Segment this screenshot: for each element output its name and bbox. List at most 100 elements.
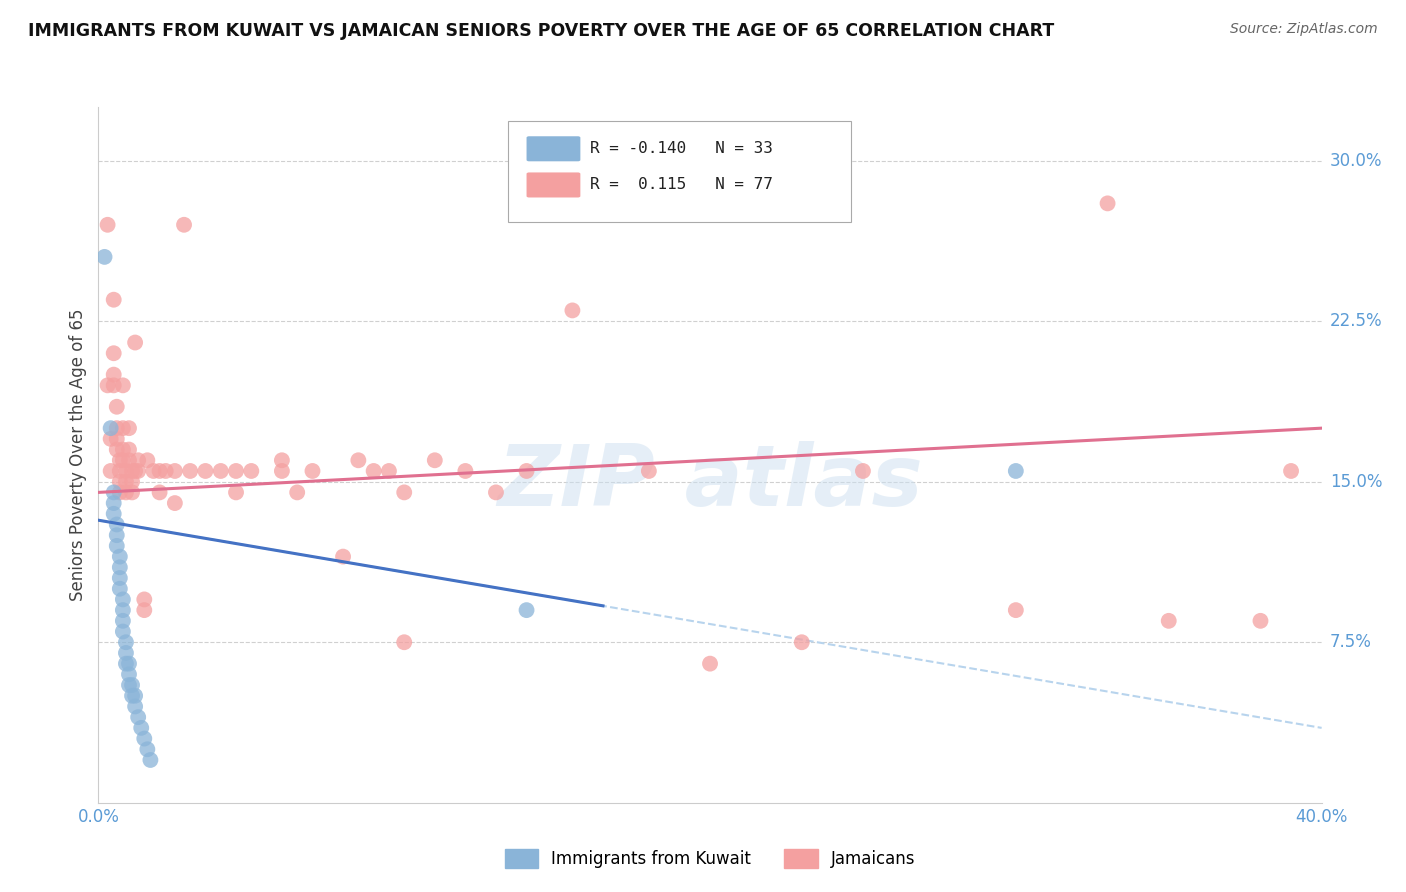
Point <box>363 464 385 478</box>
Point <box>103 496 125 510</box>
Point <box>136 453 159 467</box>
Point <box>105 539 128 553</box>
Point <box>108 464 131 478</box>
Point <box>149 464 172 478</box>
Point <box>118 657 141 671</box>
Point <box>121 485 143 500</box>
Point <box>111 614 134 628</box>
Point <box>155 464 177 478</box>
Point <box>127 464 149 478</box>
Point <box>124 464 146 478</box>
Point <box>392 485 416 500</box>
Point <box>332 549 354 564</box>
Point <box>108 453 131 467</box>
Point <box>173 218 195 232</box>
Point <box>134 603 156 617</box>
Point <box>121 678 143 692</box>
Point <box>121 475 143 489</box>
Point <box>108 485 131 500</box>
Point <box>97 378 120 392</box>
Point <box>790 635 813 649</box>
Point <box>561 303 583 318</box>
Point <box>118 667 141 681</box>
Point <box>103 485 125 500</box>
Point <box>516 464 538 478</box>
Point <box>270 453 292 467</box>
Point <box>454 464 477 478</box>
Point <box>209 464 232 478</box>
Point <box>105 517 128 532</box>
Text: Source: ZipAtlas.com: Source: ZipAtlas.com <box>1230 22 1378 37</box>
FancyBboxPatch shape <box>508 121 851 222</box>
Text: 15.0%: 15.0% <box>1330 473 1382 491</box>
Point <box>118 453 141 467</box>
Point <box>100 432 122 446</box>
Point <box>1097 196 1119 211</box>
Point <box>111 421 134 435</box>
Point <box>105 442 128 457</box>
Point <box>111 442 134 457</box>
Point <box>115 635 138 649</box>
Point <box>111 453 134 467</box>
Point <box>103 293 125 307</box>
Point <box>103 346 125 360</box>
Point <box>111 378 134 392</box>
Point <box>1279 464 1302 478</box>
Point <box>105 432 128 446</box>
Point <box>149 485 172 500</box>
Point <box>225 485 247 500</box>
Point <box>118 678 141 692</box>
Point <box>270 464 292 478</box>
Point <box>1004 464 1026 478</box>
Point <box>1249 614 1271 628</box>
Point <box>124 335 146 350</box>
Point <box>115 475 138 489</box>
Text: R =  0.115   N = 77: R = 0.115 N = 77 <box>591 178 773 193</box>
Point <box>134 731 156 746</box>
Point <box>1157 614 1180 628</box>
Point <box>136 742 159 756</box>
Point <box>108 549 131 564</box>
Point <box>111 592 134 607</box>
Point <box>97 218 120 232</box>
Text: R = -0.140   N = 33: R = -0.140 N = 33 <box>591 141 773 156</box>
Point <box>699 657 721 671</box>
Point <box>1004 603 1026 617</box>
Point <box>108 475 131 489</box>
Point <box>392 635 416 649</box>
Point <box>103 507 125 521</box>
Text: ZIP atlas: ZIP atlas <box>498 442 922 524</box>
Point <box>179 464 201 478</box>
Point <box>108 571 131 585</box>
FancyBboxPatch shape <box>527 136 581 161</box>
Point <box>118 442 141 457</box>
Point <box>378 464 401 478</box>
Point <box>121 689 143 703</box>
Point <box>105 421 128 435</box>
Point <box>105 400 128 414</box>
Legend: Immigrants from Kuwait, Jamaicans: Immigrants from Kuwait, Jamaicans <box>498 842 922 874</box>
Text: 7.5%: 7.5% <box>1330 633 1372 651</box>
Point <box>103 378 125 392</box>
Point <box>301 464 323 478</box>
Point <box>115 464 138 478</box>
Point <box>121 464 143 478</box>
Point <box>194 464 217 478</box>
Point <box>163 496 186 510</box>
Point <box>111 603 134 617</box>
Point <box>118 421 141 435</box>
Text: 30.0%: 30.0% <box>1330 152 1382 169</box>
Point <box>127 710 149 724</box>
Point <box>108 582 131 596</box>
Point <box>108 560 131 574</box>
Y-axis label: Seniors Poverty Over the Age of 65: Seniors Poverty Over the Age of 65 <box>69 309 87 601</box>
Point <box>852 464 875 478</box>
Point <box>637 464 661 478</box>
Point <box>105 528 128 542</box>
Text: IMMIGRANTS FROM KUWAIT VS JAMAICAN SENIORS POVERTY OVER THE AGE OF 65 CORRELATIO: IMMIGRANTS FROM KUWAIT VS JAMAICAN SENIO… <box>28 22 1054 40</box>
Point <box>516 603 538 617</box>
Point <box>347 453 370 467</box>
Point <box>100 464 122 478</box>
Point <box>285 485 308 500</box>
Point <box>423 453 446 467</box>
